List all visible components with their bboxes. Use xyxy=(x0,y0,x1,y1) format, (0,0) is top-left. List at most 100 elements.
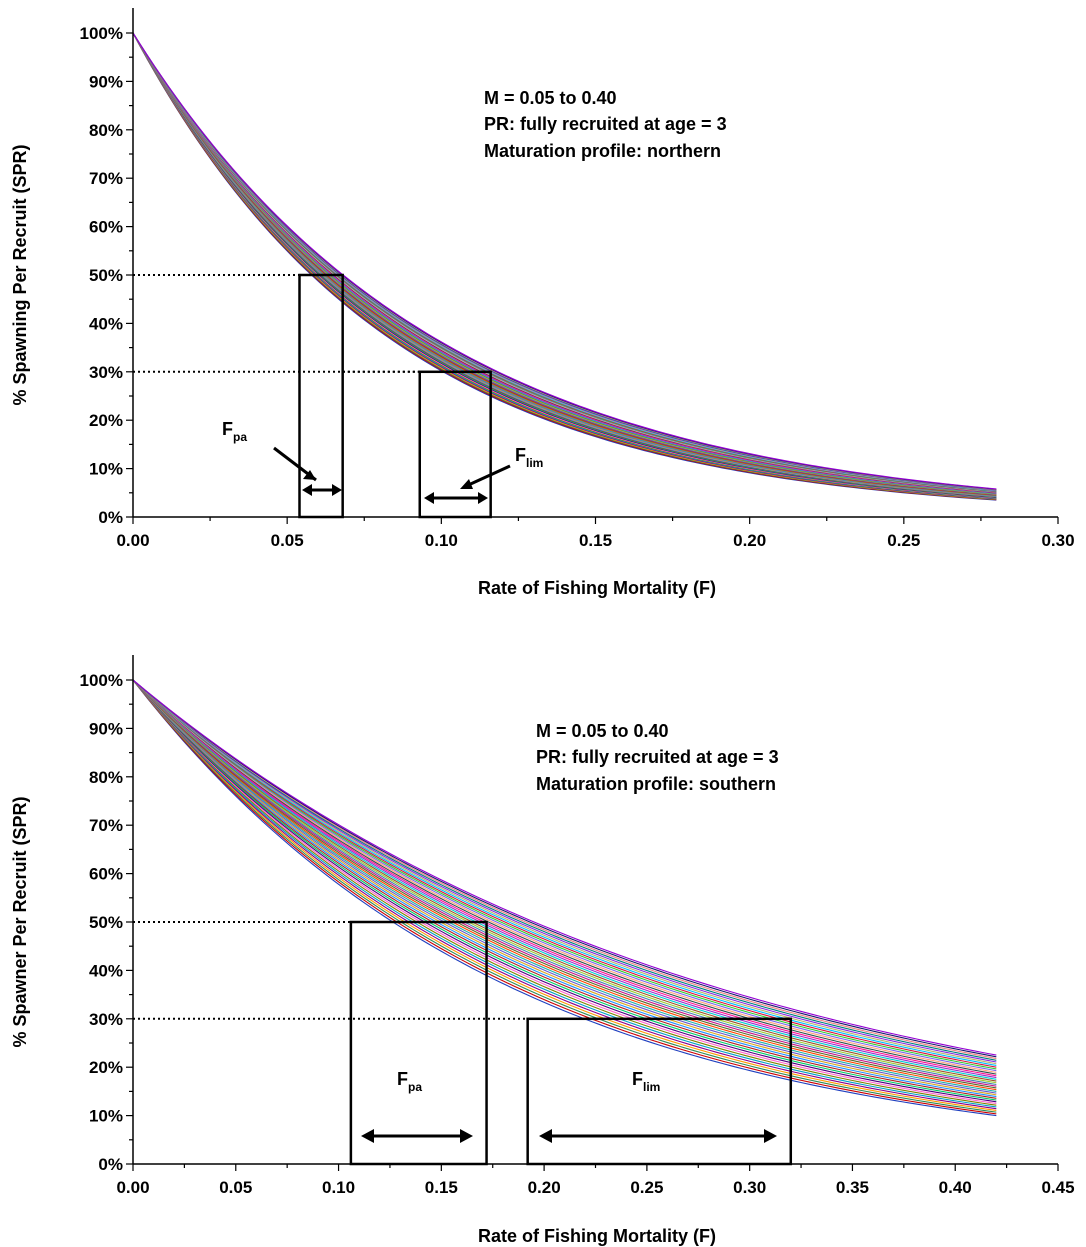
y-tick-label: 40% xyxy=(89,961,123,980)
y-tick-label: 20% xyxy=(89,1058,123,1077)
fpa-sub: pa xyxy=(233,430,247,444)
x-axis-title: Rate of Fishing Mortality (F) xyxy=(478,1226,716,1246)
spr-curve xyxy=(132,679,997,1101)
y-tick-label: 50% xyxy=(89,913,123,932)
x-tick-label: 0.05 xyxy=(219,1178,252,1197)
y-tick-label: 40% xyxy=(89,314,123,333)
spr-curve xyxy=(132,679,997,1056)
flim-label-northern: Flim xyxy=(424,445,543,504)
spr-curve xyxy=(132,679,997,1080)
spr-curve xyxy=(132,679,997,1092)
spr-curve xyxy=(132,679,997,1084)
y-tick-label: 70% xyxy=(89,169,123,188)
spr-curve xyxy=(132,679,997,1111)
spr-curve xyxy=(132,679,997,1058)
x-tick-label: 0.20 xyxy=(528,1178,561,1197)
x-tick-label: 0.10 xyxy=(322,1178,355,1197)
spr-curve xyxy=(132,679,997,1087)
y-tick-label: 10% xyxy=(89,460,123,479)
spr-curve xyxy=(132,679,997,1063)
x-tick-label: 0.40 xyxy=(939,1178,972,1197)
x-tick-label: 0.20 xyxy=(733,531,766,550)
flim-sub: lim xyxy=(526,456,543,470)
spr-curve xyxy=(132,679,997,1117)
y-tick-label: 60% xyxy=(89,865,123,884)
spr-curve xyxy=(132,679,997,1068)
y-axis-title: % Spawner Per Recruit (SPR) xyxy=(10,796,30,1047)
axes-northern xyxy=(126,8,1059,524)
annotation-line-1: M = 0.05 to 0.40 xyxy=(536,721,669,741)
spr-curve xyxy=(132,679,997,1106)
curve-family-southern xyxy=(132,679,997,1117)
y-axis-title: % Spawning Per Recruit (SPR) xyxy=(10,144,30,405)
spr-curve xyxy=(132,679,997,1098)
x-tick-labels-northern: 0.00 0.05 0.10 0.15 0.20 0.25 0.30 xyxy=(116,531,1074,550)
range-box-f-pa xyxy=(298,273,344,519)
fpa-span-head-right xyxy=(460,1129,473,1143)
spr-curve xyxy=(132,679,997,1103)
spr-curve xyxy=(132,679,997,1067)
annotation-line-2: PR: fully recruited at age = 3 xyxy=(536,747,779,767)
fpa-span-head-left xyxy=(302,484,312,496)
spr-curve xyxy=(132,679,997,1091)
y-tick-labels-southern: 0% 10% 20% 30% 40% 50% 60% 70% 80% 90% 100% xyxy=(80,671,123,1174)
spr-curve xyxy=(132,679,997,1096)
y-tick-label: 50% xyxy=(89,266,123,285)
x-tick-label: 0.25 xyxy=(887,531,920,550)
spr-curve xyxy=(132,679,997,1079)
y-tick-label: 90% xyxy=(89,72,123,91)
y-tick-label: 30% xyxy=(89,363,123,382)
y-tick-label: 100% xyxy=(80,671,123,690)
flim-main: F xyxy=(632,1069,643,1089)
spr-curve xyxy=(132,32,997,490)
y-tick-label: 10% xyxy=(89,1107,123,1126)
svg-text:Fpa: Fpa xyxy=(222,419,247,444)
spr-curve xyxy=(132,679,997,1105)
flim-span-head-left xyxy=(424,492,434,504)
flim-pointer xyxy=(463,464,511,489)
x-tick-label: 0.15 xyxy=(425,1178,458,1197)
flim-sub: lim xyxy=(643,1080,660,1094)
annotation: M = 0.05 to 0.40 PR: fully recruited at … xyxy=(536,721,779,794)
y-tick-label: 0% xyxy=(98,1155,123,1174)
spr-curve xyxy=(132,679,997,1075)
axes-southern xyxy=(126,655,1059,1171)
x-tick-label: 0.25 xyxy=(630,1178,663,1197)
spr-curve xyxy=(132,679,997,1061)
y-tick-label: 70% xyxy=(89,816,123,835)
x-axis-title: Rate of Fishing Mortality (F) xyxy=(478,578,716,598)
x-tick-labels-southern: 0.00 0.05 0.10 0.15 0.20 0.25 0.30 0.35 0.40 0.45 xyxy=(116,1178,1074,1197)
y-tick-label: 60% xyxy=(89,218,123,237)
svg-text:Fpa: Fpa xyxy=(397,1069,422,1094)
x-tick-label: 0.30 xyxy=(733,1178,766,1197)
y-tick-label: 90% xyxy=(89,719,123,738)
x-tick-label: 0.45 xyxy=(1041,1178,1074,1197)
spr-curve xyxy=(132,679,997,1065)
fpa-main: F xyxy=(222,419,233,439)
spr-curve xyxy=(132,679,997,1060)
fpa-span-head-left xyxy=(361,1129,374,1143)
flim-span-head-right xyxy=(764,1129,777,1143)
svg-text:Flim: Flim xyxy=(515,445,543,470)
flim-pointer-head xyxy=(460,479,473,489)
flim-span-head-right xyxy=(478,492,488,504)
annotation-line-3: Maturation profile: northern xyxy=(484,141,721,161)
spr-curve xyxy=(132,679,997,1094)
x-tick-label: 0.00 xyxy=(116,1178,149,1197)
y-tick-label: 80% xyxy=(89,768,123,787)
x-tick-label: 0.10 xyxy=(425,531,458,550)
x-tick-label: 0.00 xyxy=(116,531,149,550)
x-tick-label: 0.15 xyxy=(579,531,612,550)
spr-curve xyxy=(132,679,997,1082)
y-tick-label: 100% xyxy=(80,24,123,43)
curve-family-northern xyxy=(132,32,997,501)
spr-curve xyxy=(132,679,997,1115)
x-tick-label: 0.30 xyxy=(1041,531,1074,550)
svg-text:Flim: Flim xyxy=(632,1069,660,1094)
fpa-sub: pa xyxy=(408,1080,422,1094)
spr-curve xyxy=(132,679,997,1072)
chart-southern: 0%10%20%30%40%50%60%70%80%90%100% 0.00 0.… xyxy=(10,655,1075,1246)
x-tick-label: 0.35 xyxy=(836,1178,869,1197)
spr-curve xyxy=(132,679,997,1089)
